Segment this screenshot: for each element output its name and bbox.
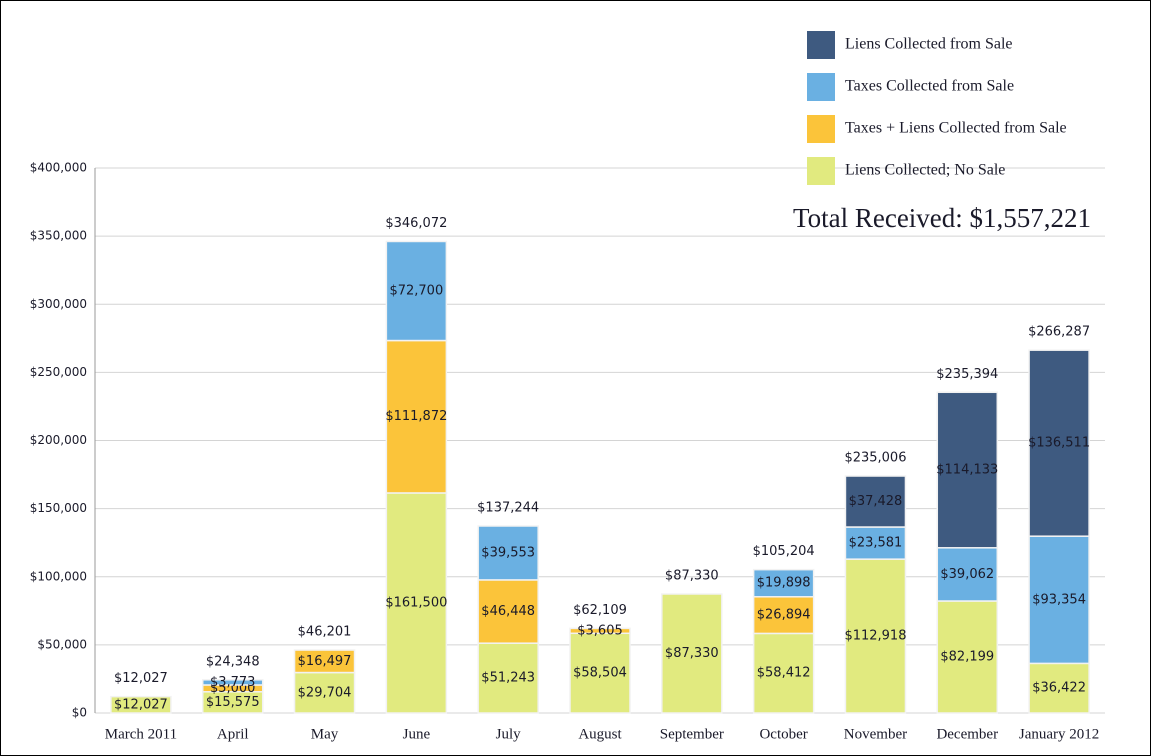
value-label: $46,448 bbox=[481, 604, 535, 619]
total-label: $105,204 bbox=[753, 544, 815, 559]
legend-label: Taxes Collected from Sale bbox=[845, 78, 1014, 95]
legend-swatch bbox=[807, 31, 835, 59]
total-label: $12,027 bbox=[114, 671, 168, 686]
total-label: $235,006 bbox=[844, 451, 906, 466]
y-tick-label: $250,000 bbox=[30, 365, 87, 379]
total-label: $62,109 bbox=[573, 603, 627, 618]
y-tick-label: $400,000 bbox=[30, 161, 87, 175]
y-tick-label: $50,000 bbox=[37, 637, 87, 651]
chart-title: Total Received: $1,557,221 bbox=[793, 203, 1091, 233]
legend-label: Liens Collected from Sale bbox=[845, 36, 1013, 53]
value-label: $12,027 bbox=[114, 697, 168, 712]
bar-segment bbox=[293, 671, 356, 714]
bar-segment bbox=[110, 695, 172, 714]
total-label: $137,244 bbox=[477, 501, 539, 516]
y-tick-label: $200,000 bbox=[30, 433, 87, 447]
total-label: $24,348 bbox=[206, 654, 260, 669]
bar-segment bbox=[844, 475, 907, 528]
legend-swatch bbox=[807, 73, 835, 101]
value-label: $112,918 bbox=[844, 629, 906, 644]
bar-segment bbox=[1028, 535, 1090, 665]
value-label: $93,354 bbox=[1032, 592, 1086, 607]
x-tick-label: May bbox=[311, 726, 339, 742]
value-label: $136,511 bbox=[1028, 436, 1090, 451]
bar-segment bbox=[1028, 349, 1090, 537]
total-label: $235,394 bbox=[936, 367, 998, 382]
bar-segment bbox=[936, 600, 999, 714]
value-label: $72,700 bbox=[389, 284, 443, 299]
value-label: $19,898 bbox=[757, 576, 811, 591]
total-label: $266,287 bbox=[1028, 325, 1090, 340]
bar-segment bbox=[844, 526, 907, 560]
total-label: $346,072 bbox=[385, 216, 447, 231]
legend-swatch bbox=[807, 115, 835, 143]
value-label: $114,133 bbox=[936, 463, 998, 478]
x-tick-label: March 2011 bbox=[105, 726, 177, 742]
y-tick-label: $0 bbox=[72, 706, 87, 720]
x-tick-label: April bbox=[217, 726, 249, 742]
bar-segment bbox=[569, 627, 631, 635]
value-label: $111,872 bbox=[385, 409, 447, 424]
bar-segment bbox=[844, 558, 907, 714]
value-label: $39,062 bbox=[940, 567, 994, 582]
bar-segment bbox=[201, 679, 264, 686]
legend-swatch bbox=[807, 157, 835, 185]
value-label: $58,412 bbox=[757, 666, 811, 681]
value-label: $23,581 bbox=[849, 536, 903, 551]
value-label: $37,428 bbox=[849, 494, 903, 509]
value-label: $161,500 bbox=[385, 595, 447, 610]
total-label: $87,330 bbox=[665, 569, 719, 584]
value-label: $3,773 bbox=[210, 675, 256, 690]
y-tick-label: $300,000 bbox=[30, 297, 87, 311]
value-label: $16,497 bbox=[298, 654, 352, 669]
x-tick-label: October bbox=[759, 726, 807, 742]
bar-segment bbox=[569, 632, 631, 714]
bar-segment bbox=[477, 525, 539, 581]
bar-segment bbox=[477, 579, 539, 644]
x-tick-label: July bbox=[496, 726, 522, 742]
value-label: $87,330 bbox=[665, 646, 719, 661]
bar-segment bbox=[752, 568, 815, 598]
value-label: $51,243 bbox=[481, 671, 535, 686]
value-label: $36,422 bbox=[1032, 681, 1086, 696]
x-tick-label: June bbox=[403, 726, 431, 742]
y-tick-label: $100,000 bbox=[30, 569, 87, 583]
x-tick-label: August bbox=[578, 726, 622, 742]
value-label: $58,504 bbox=[573, 666, 627, 681]
bar-segment bbox=[385, 240, 448, 342]
bar-segment bbox=[293, 649, 356, 674]
bar-segment bbox=[661, 593, 723, 714]
total-label: $46,201 bbox=[298, 625, 352, 640]
bar-segment bbox=[752, 632, 815, 714]
value-label: $29,704 bbox=[298, 685, 352, 700]
x-tick-label: December bbox=[936, 726, 998, 742]
value-label: $39,553 bbox=[481, 545, 535, 560]
value-label: $15,575 bbox=[206, 695, 260, 710]
legend-label: Liens Collected; No Sale bbox=[845, 162, 1005, 179]
value-label: $3,605 bbox=[577, 623, 623, 638]
bar-segment bbox=[936, 391, 999, 549]
y-tick-label: $150,000 bbox=[30, 501, 87, 515]
x-tick-label: January 2012 bbox=[1019, 726, 1099, 742]
x-tick-label: September bbox=[660, 726, 724, 742]
legend-label: Taxes + Liens Collected from Sale bbox=[845, 120, 1067, 137]
y-tick-label: $350,000 bbox=[30, 229, 87, 243]
value-label: $26,894 bbox=[757, 608, 811, 623]
x-tick-label: November bbox=[844, 726, 907, 742]
value-label: $82,199 bbox=[940, 650, 994, 665]
